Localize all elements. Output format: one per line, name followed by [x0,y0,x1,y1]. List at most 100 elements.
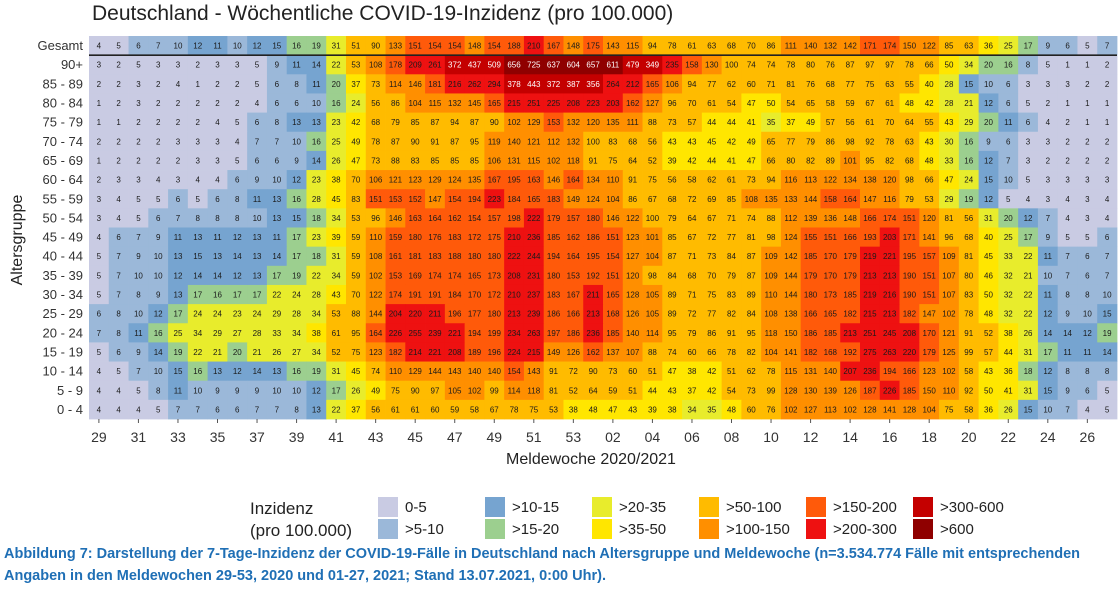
cell-value: 96 [668,99,677,108]
cell-value: 10 [174,42,183,51]
cell-value: 3 [176,61,181,70]
heatmap-cell [998,227,1019,248]
heatmap-cell [682,284,703,305]
cell-value: 97 [431,386,440,395]
cell-value: 213 [507,310,521,319]
heatmap-cell [148,265,169,286]
heatmap-cell [899,189,920,209]
cell-value: 174 [883,42,897,51]
cell-value: 121 [389,176,403,185]
heatmap-cell [820,93,841,113]
cell-value: 57 [826,118,835,127]
heatmap-cell [840,55,861,75]
heatmap-cell [1097,36,1118,56]
heatmap-cell [523,112,545,133]
heatmap-cell [365,131,386,152]
heatmap-cell [444,131,466,152]
cell-value: 387 [567,80,581,89]
legend-title-line2: (pro 100.000) [250,521,352,540]
cell-value: 59 [608,386,617,395]
heatmap-cell [583,36,604,56]
heatmap-cell [108,189,129,209]
heatmap-cell [820,265,841,286]
cell-value: 8 [1065,367,1070,376]
cell-value: 3 [1046,195,1051,204]
x-tick-label: 18 [921,429,937,445]
cell-value: 86 [707,329,716,338]
heatmap-cell [405,227,426,248]
cell-value: 210 [507,291,521,300]
heatmap-cell [405,284,426,305]
cell-value: 85 [431,156,440,165]
heatmap-cell [780,150,802,171]
heatmap-cell [504,36,525,56]
heatmap-cell [662,131,683,152]
cell-value: 102 [942,367,956,376]
heatmap-cell [346,208,367,228]
cell-value: 2 [196,61,201,70]
cell-value: 4 [136,405,141,414]
heatmap-cell [998,131,1019,152]
heatmap-cell [622,208,643,228]
cell-value: 36 [984,405,993,414]
cell-value: 16 [312,137,321,146]
cell-value: 75 [945,405,954,414]
heatmap-cell [761,112,782,133]
cell-value: 108 [745,195,759,204]
cell-value: 251 [527,99,541,108]
cell-value: 75 [529,405,538,414]
cell-value: 52 [332,348,341,357]
heatmap-cell [326,93,347,113]
cell-value: 5 [235,118,240,127]
cell-value: 87 [668,252,677,261]
cell-value: 214 [409,348,423,357]
cell-value: 2 [176,156,181,165]
heatmap-cell [1077,112,1098,133]
cell-value: 11 [312,80,321,89]
heatmap-cell [504,265,525,286]
heatmap-cell [642,284,663,305]
cell-value: 13 [253,233,262,242]
heatmap-cell [326,112,347,133]
cell-value: 81 [964,252,973,261]
row-label: 75 - 79 [43,115,83,130]
heatmap-cell [662,323,683,343]
heatmap-cell [741,36,762,56]
cell-value: 106 [666,80,680,89]
heatmap-cell [523,170,545,190]
cell-value: 73 [668,118,677,127]
cell-value: 48 [727,405,736,414]
x-tick-label: 39 [289,429,305,445]
cell-value: 2 [136,156,141,165]
cell-value: 79 [727,271,736,280]
heatmap-cell [603,150,624,171]
heatmap-cell [286,170,307,190]
heatmap-cell [820,323,841,343]
cell-value: 123 [369,348,383,357]
cell-value: 5 [116,367,121,376]
cell-value: 105 [646,310,660,319]
heatmap-cell [958,323,980,343]
heatmap-cell [583,304,604,324]
cell-value: 1 [1065,61,1070,70]
heatmap-cell [484,55,505,75]
heatmap-cell [1018,323,1039,343]
cell-value: 48 [984,310,993,319]
heatmap-cell [425,112,446,133]
heatmap-cell [425,246,446,267]
cell-value: 2 [156,118,161,127]
heatmap-cell [1018,131,1039,152]
legend-swatch [592,519,612,539]
cell-value: 185 [606,329,620,338]
heatmap-cell [820,304,841,324]
cell-value: 437 [468,61,482,70]
cell-value: 213 [863,271,877,280]
heatmap-cell [168,55,189,75]
row-label: 85 - 89 [43,76,83,91]
cell-value: 13 [253,252,262,261]
heatmap-cell [958,36,980,56]
heatmap-cell [741,265,762,286]
cell-value: 3 [136,80,141,89]
heatmap-cell [306,284,327,305]
heatmap-cell [939,265,960,286]
